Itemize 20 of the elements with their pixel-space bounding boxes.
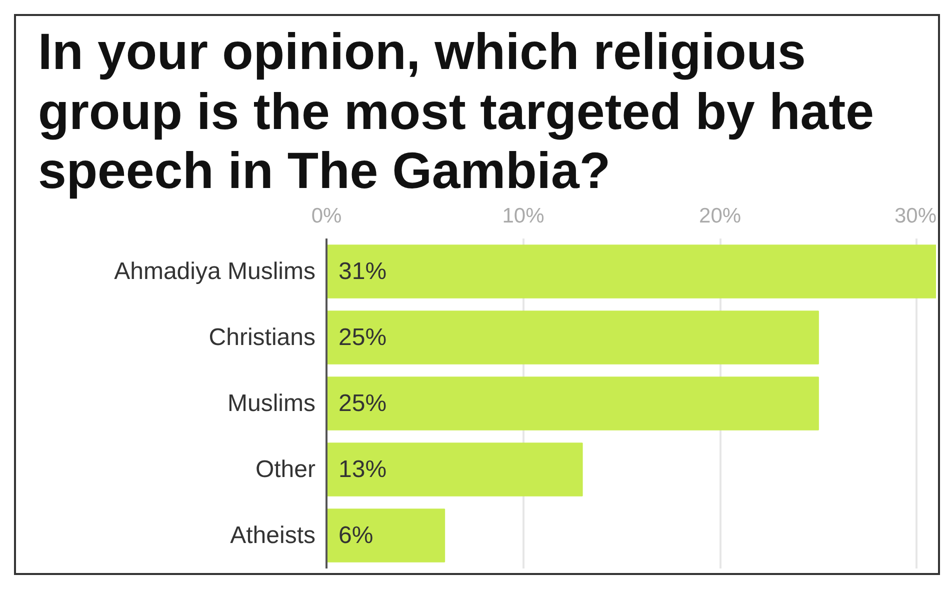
data-label: 25% xyxy=(338,324,387,351)
data-label: 25% xyxy=(338,390,387,417)
data-label: 31% xyxy=(338,258,387,285)
x-tick-label: 30% xyxy=(894,204,936,228)
y-tick-label: Atheists xyxy=(230,522,316,549)
x-tick-label: 10% xyxy=(502,204,544,228)
data-label: 13% xyxy=(338,456,387,483)
bar xyxy=(326,508,446,562)
bar xyxy=(326,244,936,298)
data-label: 6% xyxy=(338,522,374,549)
x-tick-label: 0% xyxy=(311,204,342,228)
bar xyxy=(326,376,819,430)
chart-title: In your opinion, which religious group is the most targeted by hate speech in The Gambia? xyxy=(38,22,875,201)
bar xyxy=(326,310,819,364)
x-tick-label: 20% xyxy=(699,204,742,228)
y-tick-label: Muslims xyxy=(228,390,316,417)
y-tick-label: Ahmadiya Muslims xyxy=(114,258,316,285)
y-tick-label: Other xyxy=(255,456,316,483)
bar xyxy=(326,442,583,496)
y-tick-label: Christians xyxy=(208,324,316,351)
